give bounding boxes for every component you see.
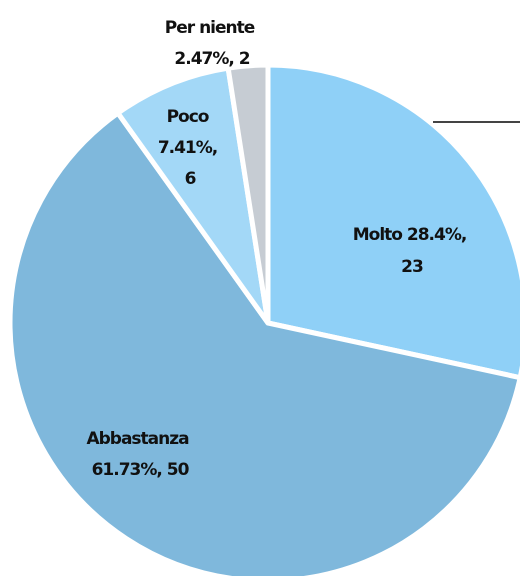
label-poco-line1: Poco <box>167 107 209 127</box>
label-molto: Molto 28.4%, 23 <box>353 225 472 277</box>
label-per-niente-line1: Per niente <box>165 18 255 38</box>
slice-abbastanza <box>7 109 520 576</box>
pie-slices <box>7 62 520 576</box>
label-molto-line2: 23 <box>401 257 423 277</box>
label-per-niente-line2: 2.47%, 2 <box>174 49 249 69</box>
label-abbastanza-line2: 61.73%, 50 <box>92 460 190 480</box>
label-molto-line1: Molto 28.4%, <box>353 225 467 245</box>
slice-molto <box>265 62 520 381</box>
label-per-niente: Per niente 2.47%, 2 <box>165 18 259 69</box>
label-poco-line2: 7.41%, <box>158 138 217 158</box>
label-abbastanza: Abbastanza 61.73%, 50 <box>86 429 193 480</box>
slice-per-niente <box>225 62 271 324</box>
label-abbastanza-line1: Abbastanza <box>86 429 189 449</box>
label-poco-line3: 6 <box>185 169 196 189</box>
label-poco: Poco 7.41%, 6 <box>158 107 222 189</box>
